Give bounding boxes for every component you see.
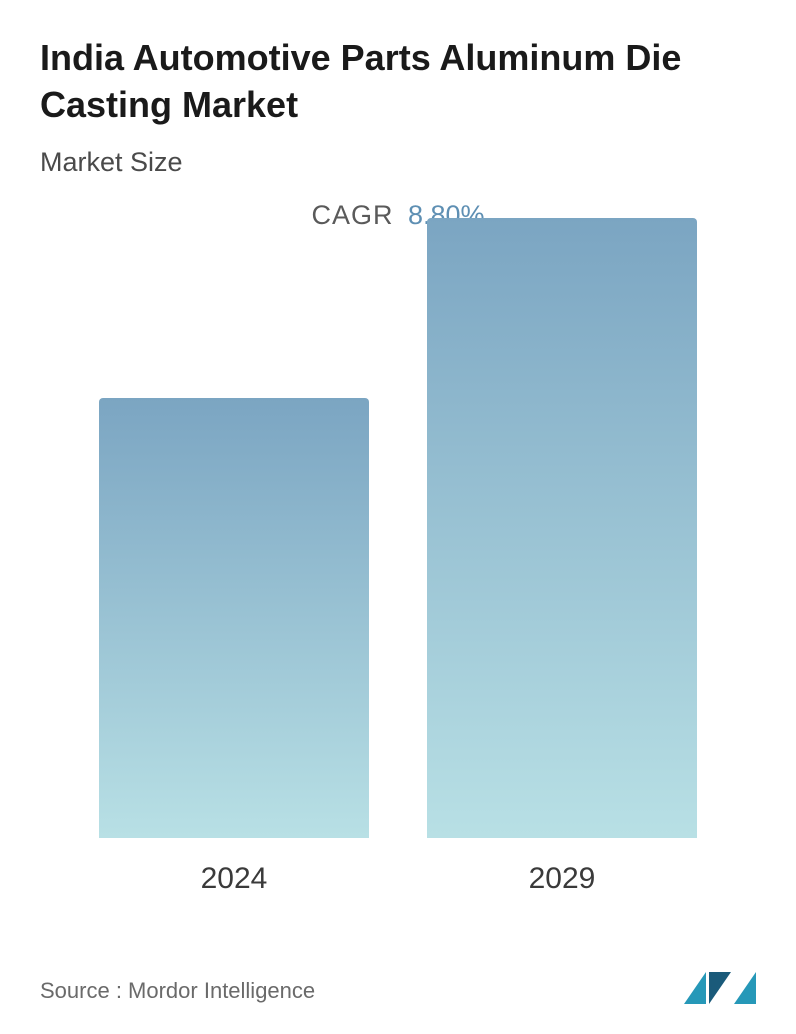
logo-shape [684,972,706,1004]
footer: Source : Mordor Intelligence [40,972,756,1004]
subtitle: Market Size [40,147,756,178]
page-title: India Automotive Parts Aluminum Die Cast… [40,35,756,129]
cagr-label: CAGR [311,200,393,230]
logo-icon [684,972,756,1004]
source-text: Source : Mordor Intelligence [40,978,315,1004]
bar-2024 [99,398,369,838]
logo-shape [734,972,756,1004]
bar-2029 [427,218,697,838]
logo-shape [709,972,731,1004]
bar-label-2024: 2024 [201,862,268,896]
bar-chart: 2024 2029 [40,276,756,896]
bar-group-2024: 2024 [94,398,374,896]
bar-group-2029: 2029 [422,218,702,896]
bar-label-2029: 2029 [529,862,596,896]
